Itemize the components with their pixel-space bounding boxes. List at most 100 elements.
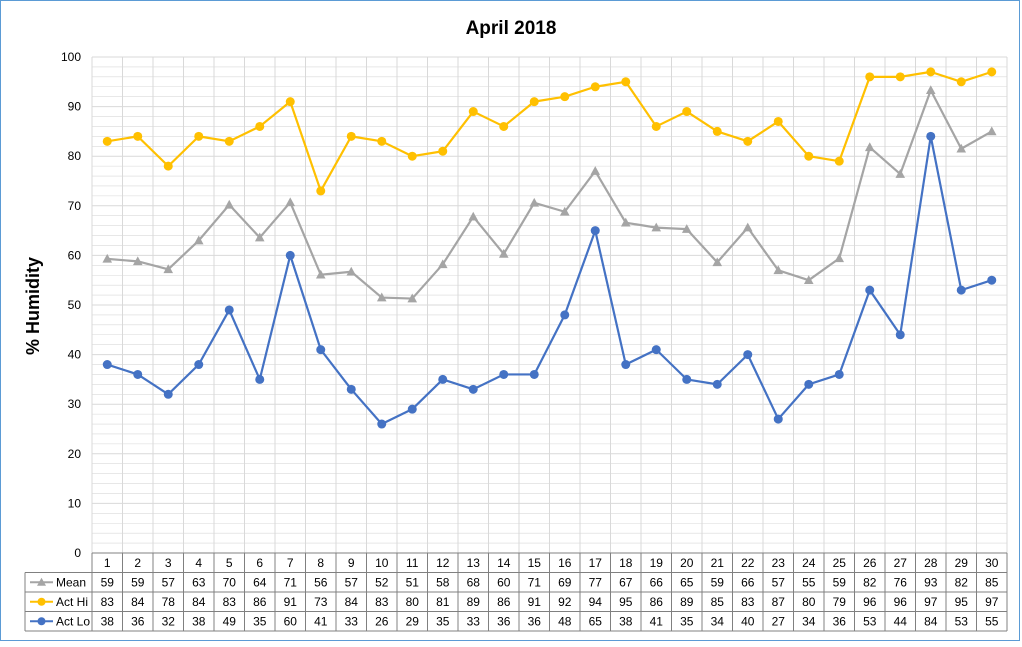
- table-cell: 36: [497, 614, 511, 628]
- table-cell: 59: [833, 575, 847, 589]
- data-point: [712, 257, 723, 267]
- x-tick-label: 21: [711, 556, 725, 570]
- data-point: [285, 250, 295, 260]
- data-point: [346, 266, 357, 276]
- data-point: [651, 222, 662, 232]
- data-point: [895, 169, 906, 178]
- data-point: [529, 197, 540, 207]
- data-point: [529, 369, 539, 379]
- table-cell: 70: [223, 575, 237, 589]
- table-cell: 33: [345, 614, 359, 628]
- data-point: [377, 419, 387, 429]
- table-cell: 84: [192, 595, 206, 609]
- table-cell: 85: [985, 575, 999, 589]
- data-point: [682, 374, 692, 384]
- legend-marker: [37, 617, 46, 626]
- table-cell: 80: [802, 595, 816, 609]
- table-cell: 34: [711, 614, 725, 628]
- table-cell: 80: [406, 595, 420, 609]
- table-cell: 60: [284, 614, 298, 628]
- table-cell: 38: [101, 614, 115, 628]
- table-cell: 82: [863, 575, 877, 589]
- data-point: [743, 136, 753, 146]
- legend-marker: [37, 597, 46, 606]
- legend-marker: [37, 577, 46, 586]
- x-tick-label: 26: [863, 556, 877, 570]
- table-cell: 77: [589, 575, 603, 589]
- table-cell: 91: [284, 595, 298, 609]
- table-cell: 44: [894, 614, 908, 628]
- y-tick-labels: 0 10 20 30 40 50 60 70 80 90 100: [61, 50, 81, 560]
- data-point: [956, 77, 966, 87]
- table-cell: 89: [680, 595, 694, 609]
- table-cell: 85: [711, 595, 725, 609]
- table-cell: 57: [162, 575, 176, 589]
- x-tick-label: 15: [528, 556, 542, 570]
- x-tick-label: 4: [195, 556, 202, 570]
- data-point: [803, 275, 814, 284]
- data-point: [681, 224, 692, 233]
- table-cell: 86: [253, 595, 267, 609]
- table-cell: 93: [924, 575, 938, 589]
- x-tick-label: 19: [650, 556, 664, 570]
- table-cell: 26: [375, 614, 389, 628]
- y-tick-label: 80: [68, 149, 82, 163]
- y-tick-label: 90: [68, 100, 82, 114]
- table-cell: 71: [528, 575, 542, 589]
- table-cell: 67: [619, 575, 633, 589]
- data-point: [834, 253, 845, 263]
- data-point: [987, 275, 997, 285]
- data-point: [255, 374, 265, 384]
- x-tick-label: 12: [436, 556, 450, 570]
- x-tick-label: 18: [619, 556, 633, 570]
- x-tick-label: 13: [467, 556, 481, 570]
- x-tick-label: 7: [287, 556, 294, 570]
- x-tick-label: 10: [375, 556, 389, 570]
- grid-layer: [91, 56, 1008, 554]
- legend-label: Act Lo: [56, 614, 90, 628]
- table-cell: 68: [467, 575, 481, 589]
- data-point: [316, 186, 326, 196]
- table-cell: 59: [711, 575, 725, 589]
- data-point: [163, 264, 174, 274]
- table-cell: 57: [772, 575, 786, 589]
- table-cell: 56: [314, 575, 328, 589]
- legend-label: Act Hi: [56, 595, 88, 609]
- data-table: 1 2 3 4 5 6 7 8 9 10 11 12 13 14 15 16 17 18 19 20 21 22 23 24 2…: [24, 552, 1008, 632]
- table-cell: 95: [619, 595, 633, 609]
- table-cell: 33: [467, 614, 481, 628]
- x-tick-label: 29: [955, 556, 969, 570]
- x-tick-label: 30: [985, 556, 999, 570]
- table-cell: 49: [223, 614, 237, 628]
- table-cell: 95: [955, 595, 969, 609]
- data-point: [315, 269, 326, 279]
- y-tick-label: 20: [68, 447, 82, 461]
- table-cell: 84: [924, 614, 938, 628]
- data-point: [956, 143, 967, 153]
- data-point: [651, 345, 661, 355]
- x-tick-label: 17: [589, 556, 603, 570]
- data-point: [804, 151, 814, 161]
- data-point: [834, 369, 844, 379]
- table-cell: 69: [558, 575, 572, 589]
- table-cell: 38: [192, 614, 206, 628]
- table-cell: 55: [802, 575, 816, 589]
- data-point: [834, 156, 844, 166]
- x-tick-label: 14: [497, 556, 511, 570]
- data-point: [865, 285, 875, 295]
- table-cell: 66: [741, 575, 755, 589]
- y-tick-label: 50: [68, 298, 82, 312]
- data-point: [224, 199, 235, 209]
- data-point: [773, 414, 783, 424]
- table-cell: 41: [650, 614, 664, 628]
- data-point: [590, 226, 600, 236]
- data-point: [864, 142, 875, 152]
- table-cell: 65: [680, 575, 694, 589]
- x-tick-label: 24: [802, 556, 816, 570]
- table-cell: 83: [741, 595, 755, 609]
- data-point: [163, 389, 173, 399]
- table-cell: 82: [955, 575, 969, 589]
- data-point: [773, 116, 783, 126]
- data-point: [193, 235, 204, 245]
- table-cell: 83: [223, 595, 237, 609]
